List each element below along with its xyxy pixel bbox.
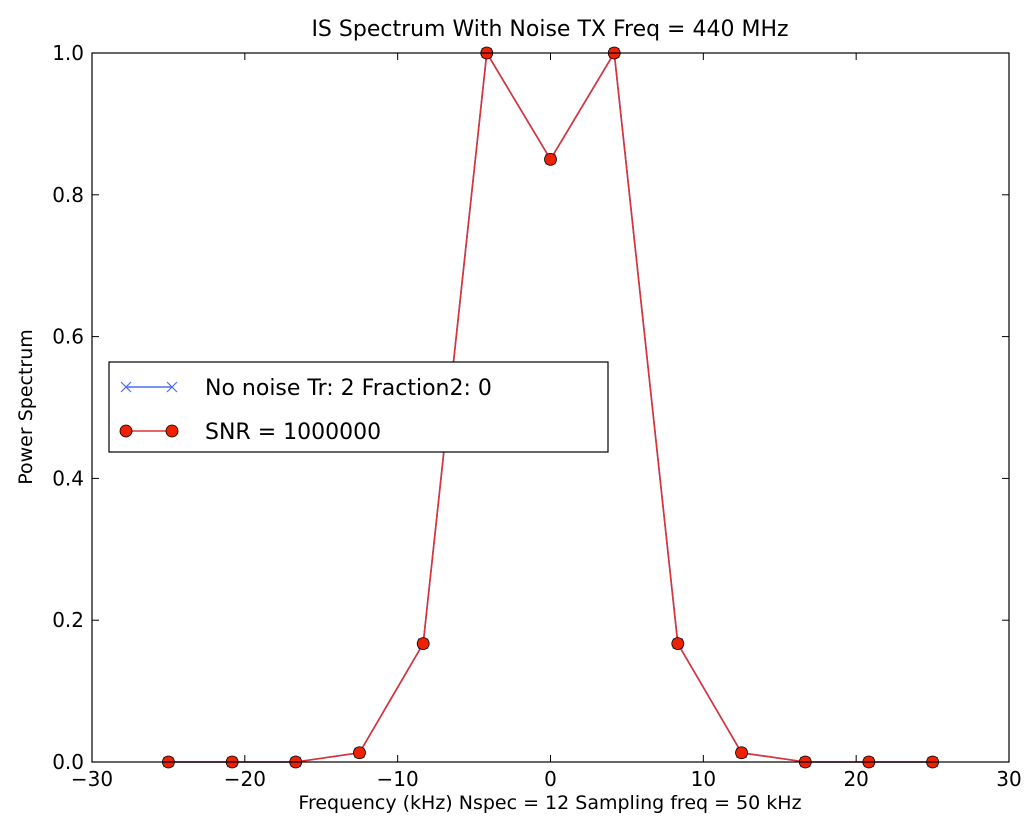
x-tick-label: 10 (691, 767, 716, 791)
data-point (671, 637, 685, 650)
x-tick-label: 30 (996, 767, 1021, 791)
data-point (416, 637, 430, 650)
data-point (165, 424, 179, 438)
marker-stroke (120, 381, 132, 393)
x-tick-label: −10 (377, 767, 419, 791)
y-tick-label: 0.2 (52, 608, 84, 632)
y-tick-label: 0.8 (52, 183, 84, 207)
legend-label: SNR = 1000000 (205, 420, 381, 445)
axis-ticks: −30 −20 −10 0 10 20 30 0.0 0.2 0.4 0.6 0.8 1.0 (52, 41, 1022, 791)
y-tick-label: 0.6 (52, 325, 84, 349)
data-point (735, 746, 748, 760)
x-tick-label: −20 (224, 767, 266, 791)
y-axis-label: Power Spectrum (15, 329, 37, 485)
x-axis-label: Frequency (kHz) Nspec = 12 Sampling freq… (298, 792, 801, 814)
legend: No noise Tr: 2 Fraction2: 0 SNR = 1000000 (108, 361, 609, 453)
y-tick-label: 0.4 (52, 466, 84, 490)
data-point (544, 152, 557, 166)
legend-label: No noise Tr: 2 Fraction2: 0 (205, 376, 492, 401)
chart-title: IS Spectrum With Noise TX Freq = 440 MHz (311, 17, 788, 42)
marker-stroke (166, 381, 178, 393)
data-point (166, 381, 178, 393)
x-tick-label: −30 (71, 767, 113, 791)
data-point (120, 381, 132, 393)
y-tick-label: 0.0 (52, 750, 84, 774)
x-tick-label: 0 (544, 767, 557, 791)
legend-box (108, 361, 609, 453)
y-tick-label: 1.0 (52, 41, 84, 65)
data-point (353, 746, 366, 760)
data-point (119, 424, 133, 438)
x-tick-label: 20 (843, 767, 868, 791)
